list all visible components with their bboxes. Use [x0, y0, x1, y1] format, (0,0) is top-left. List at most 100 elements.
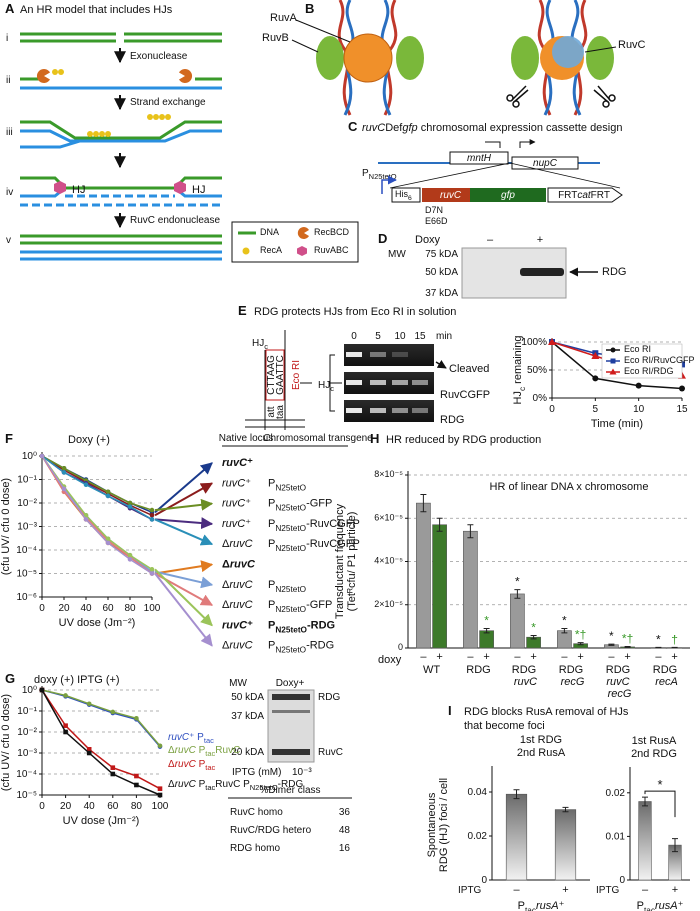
point — [149, 512, 155, 518]
x-tick-label: 20 — [60, 801, 72, 812]
text-run: -RuvCGFP — [306, 518, 360, 530]
table-cell: RuvC/RDG hetero — [230, 825, 312, 836]
legend-transgene: PN25tetO-RDG — [268, 619, 335, 634]
text-run: An HR model that includes HJs — [20, 4, 173, 16]
point — [591, 352, 600, 359]
panel-title: that become foci — [464, 720, 545, 732]
text-run: + — [577, 651, 583, 663]
gel-row-label: RuvCGFP — [440, 389, 490, 401]
series-line — [41, 689, 161, 747]
text-run: RDG protects HJs from Eco RI in solution — [254, 306, 456, 318]
point — [86, 750, 92, 756]
text-run: Doxy (+) — [68, 434, 110, 446]
text-run: FRT — [591, 190, 610, 201]
y-axis-label: Transductant frequency — [334, 503, 346, 619]
text-run: E66D — [425, 216, 448, 226]
scissors — [506, 85, 529, 108]
legend-native: ΔruvC — [222, 579, 253, 591]
text-run: 2nd RusA — [517, 747, 566, 759]
text-run: P — [518, 900, 525, 911]
text-run: HR of linear DNA x chromosome — [490, 481, 649, 493]
gene — [449, 151, 509, 165]
x-tick-label: + — [562, 884, 568, 896]
ruvc — [552, 36, 584, 68]
cleaved-arrow — [435, 359, 447, 369]
band-label: RuvC — [318, 747, 343, 758]
step-label: v — [6, 235, 11, 246]
text-run: D — [378, 231, 387, 246]
gel-row-label: Cleaved — [449, 363, 489, 375]
text-run: P — [362, 168, 369, 179]
panel-a: A An HR model that includes HJs i Exonuc… — [5, 1, 359, 263]
panel-i: I RDG blocks RusA removal of HJs that be… — [448, 703, 629, 731]
panel-b: B RuvA RuvB RuvC — [262, 0, 646, 116]
text-run: gfp — [402, 122, 417, 134]
legend-connector — [154, 568, 213, 627]
text-run: ⁺ — [559, 900, 565, 911]
legend-connector — [154, 517, 214, 530]
text-run: 80 — [131, 801, 143, 812]
error-bar — [514, 589, 521, 599]
text-run: B — [305, 1, 314, 16]
x-tick-label: – — [513, 884, 520, 896]
text-run: Doxy — [415, 234, 441, 246]
pointer — [291, 39, 319, 53]
text-run: ⁺ — [678, 900, 684, 911]
y-tick-label: 6×10⁻⁵ — [374, 513, 403, 523]
y-axis-label: Spontaneous — [426, 792, 438, 857]
x-axis-label: UV dose (Jm⁻²) — [63, 815, 140, 827]
legend-header: Chromosomal transgene — [263, 433, 373, 444]
text-run: N25tetO — [369, 172, 397, 181]
x-tick-label: 40 — [80, 603, 92, 614]
text-run: MW — [229, 678, 247, 689]
panel-label: D — [378, 231, 387, 246]
annotation: * — [562, 614, 567, 628]
series-line — [41, 455, 153, 570]
gfp-box — [470, 188, 546, 202]
text-run: 50 kDA — [231, 692, 264, 703]
text-run: 10⁰ — [22, 451, 37, 462]
y-tick-label: 0.02 — [468, 831, 488, 842]
text-run: RDG (HJ) foci / cell — [438, 778, 450, 872]
text-run: – — [420, 651, 427, 663]
annotation: * — [609, 629, 614, 643]
error-bar — [562, 806, 569, 813]
y-tick-label: 10⁻⁴ — [16, 545, 37, 556]
text-run: 10 — [633, 404, 645, 415]
text-run: -RDG — [306, 640, 334, 652]
point — [83, 512, 89, 518]
text-run: 100 — [144, 603, 161, 614]
point — [149, 517, 155, 522]
x-sublabel: PtacrusA⁺ — [518, 900, 565, 911]
iptg-label: IPTG (mM) — [232, 767, 281, 778]
panel-title: RDG blocks RusA removal of HJs — [464, 706, 629, 718]
legend-label: Eco RI — [624, 344, 651, 354]
text-run: RuvC P — [215, 779, 250, 790]
recbcd — [179, 69, 193, 83]
text-run: RuvC endonuclease — [130, 215, 220, 226]
cassette-label: gfp — [501, 190, 515, 201]
text-run: P — [268, 599, 275, 611]
step-action: Exonuclease — [130, 51, 188, 62]
table-cell: RuvC homo — [230, 807, 283, 818]
x-tick-label: 100 — [144, 603, 161, 614]
error-bar — [530, 634, 537, 640]
text-run: * — [657, 778, 662, 793]
text-run: Eco RI — [291, 360, 302, 390]
text-run: – — [487, 234, 494, 246]
x-axis-label: IPTG — [458, 885, 482, 896]
text-run: that become foci — [464, 720, 545, 732]
legend-connector — [154, 498, 214, 512]
point — [105, 493, 111, 499]
panel-label: I — [448, 703, 452, 718]
text-run: † — [671, 633, 678, 647]
text-run: 80 — [124, 603, 136, 614]
text-run: ruvC — [168, 732, 190, 743]
text-run: * — [531, 621, 536, 635]
gel-unit: min — [436, 331, 452, 342]
text-run: Strand exchange — [130, 97, 206, 108]
text-run: chromosomal expression cassette design — [418, 122, 623, 134]
y-tick-label: 10⁻³ — [17, 748, 37, 759]
text-run — [630, 676, 633, 688]
flank-seq: att — [266, 406, 277, 417]
